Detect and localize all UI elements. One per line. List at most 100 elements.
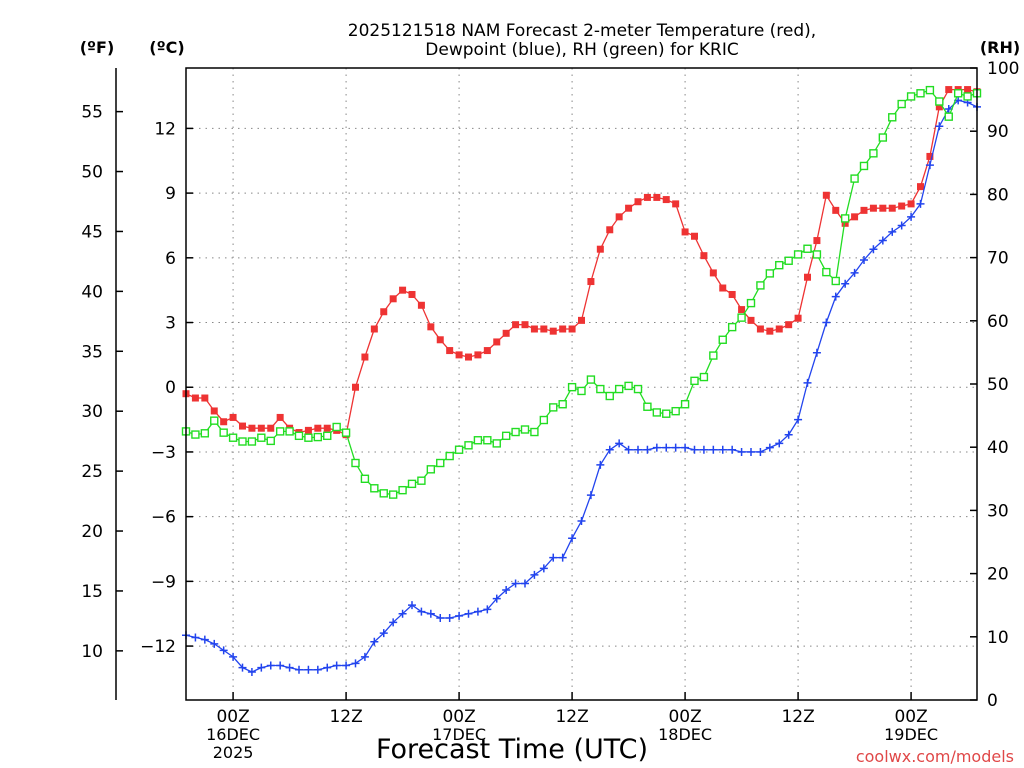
dewpoint-point: [398, 609, 407, 618]
x-tick-label: 12Z: [555, 707, 588, 727]
rh-point: [445, 451, 454, 461]
dewpoint-point: [200, 635, 209, 644]
temperature-point: [314, 424, 322, 432]
dewpoint-point: [191, 633, 200, 642]
rh-point: [878, 133, 888, 142]
temperature-point: [888, 204, 896, 212]
celsius-tick-label: 9: [165, 184, 176, 204]
x-date-label: 2025: [213, 743, 254, 762]
x-date-label: 17DEC: [432, 725, 486, 744]
rh-point: [765, 269, 775, 278]
temperature-point: [248, 424, 256, 432]
celsius-tick-label: −9: [151, 572, 176, 592]
rh-point: [596, 384, 605, 394]
dewpoint-point: [671, 443, 680, 452]
dewpoint-point: [219, 646, 228, 655]
temperature-point: [304, 426, 312, 434]
temperature-point: [964, 86, 972, 94]
rh-tick-label: 50: [987, 375, 1009, 395]
rh-point: [398, 485, 407, 495]
temperature-point: [766, 327, 774, 335]
dewpoint-point: [907, 212, 916, 221]
temperature-point: [879, 204, 887, 212]
fahrenheit-tick-label: 40: [81, 282, 103, 302]
dewpoint-point: [878, 236, 887, 245]
dewpoint-point: [492, 594, 501, 603]
dewpoint-point: [304, 665, 313, 674]
celsius-tick-label: −3: [151, 443, 176, 463]
rh-point: [294, 431, 304, 441]
rh-point: [690, 376, 699, 386]
x-date-label: 19DEC: [884, 725, 938, 744]
temperature-point: [898, 202, 906, 210]
dewpoint-point: [812, 348, 821, 357]
x-tick-label: 00Z: [442, 707, 475, 727]
rh-point: [275, 427, 285, 436]
dewpoint-point: [379, 629, 388, 638]
dewpoint-point: [539, 564, 548, 573]
temperature-point: [625, 204, 633, 212]
temperature-point: [361, 353, 369, 361]
rh-point: [501, 431, 511, 441]
rh-point: [925, 85, 935, 95]
rh-point: [737, 313, 746, 322]
temperature-series: [182, 86, 981, 439]
rh-unit-label: (RH): [980, 38, 1020, 57]
temperature-point: [907, 200, 915, 208]
dewpoint-point: [605, 445, 614, 454]
temperature-point: [804, 273, 811, 281]
dewpoint-point: [530, 570, 539, 579]
temperature-point: [389, 295, 397, 303]
rh-point: [784, 256, 793, 265]
dewpoint-point: [521, 579, 529, 588]
rh-point: [483, 436, 492, 445]
temperature-point: [446, 347, 454, 355]
fahrenheit-tick-label: 25: [81, 462, 103, 482]
rh-point: [775, 260, 784, 270]
rh-point: [605, 391, 614, 401]
dewpoint-point: [389, 618, 398, 627]
temperature-point: [662, 196, 670, 204]
rh-tick-label: 40: [987, 438, 1009, 458]
rh-tick-label: 0: [987, 691, 998, 711]
rh-tick-label: 90: [987, 122, 1009, 142]
dewpoint-point: [370, 637, 379, 646]
rh-tick-label: 80: [987, 185, 1009, 205]
temperature-point: [352, 383, 359, 391]
temperature-point: [323, 424, 331, 432]
temperature-point: [869, 204, 877, 212]
temperature-point: [568, 325, 576, 333]
fahrenheit-tick-label: 20: [81, 522, 103, 542]
rh-point: [530, 427, 539, 437]
dewpoint-point: [313, 665, 322, 674]
dewpoint-point: [850, 268, 859, 277]
rh-point: [436, 458, 445, 468]
temperature-point: [201, 394, 209, 402]
rh-point: [859, 161, 869, 171]
temperature-point: [785, 321, 793, 329]
rh-point: [963, 92, 972, 101]
grid: [186, 68, 977, 700]
rh-point: [426, 465, 436, 474]
rh-point: [266, 436, 275, 446]
temperature-point: [512, 321, 520, 329]
temperature-point: [483, 347, 491, 355]
temperature-point: [700, 252, 708, 260]
rh-point: [341, 428, 351, 437]
temperature-point: [559, 325, 567, 333]
rh-point: [511, 427, 520, 437]
temperature-point: [643, 193, 651, 201]
dewpoint-point: [624, 445, 633, 454]
temperature-point: [653, 193, 661, 201]
rh-point: [840, 214, 850, 223]
temperature-point: [587, 278, 595, 286]
fahrenheit-tick-label: 55: [81, 103, 103, 123]
rh-point: [718, 335, 727, 344]
dewpoint-point: [257, 663, 266, 672]
rh-point: [407, 479, 417, 489]
temperature-point: [191, 394, 199, 402]
temperature-point: [756, 325, 764, 333]
temperature-point: [436, 336, 444, 344]
